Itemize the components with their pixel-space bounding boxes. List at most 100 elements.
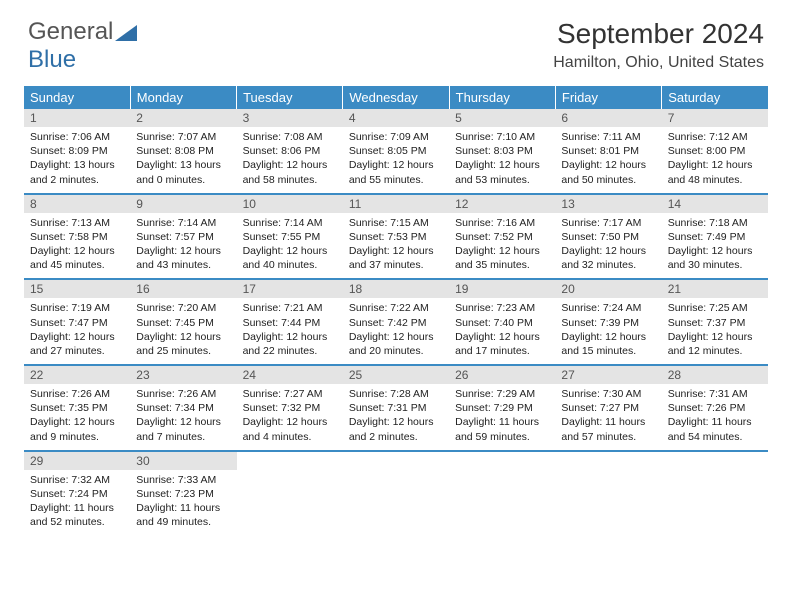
day-info: Sunrise: 7:06 AMSunset: 8:09 PMDaylight:… bbox=[24, 127, 130, 193]
day-info: Sunrise: 7:12 AMSunset: 8:00 PMDaylight:… bbox=[662, 127, 768, 193]
day-number: 27 bbox=[555, 366, 661, 384]
sunset-text: Sunset: 7:55 PM bbox=[243, 230, 337, 244]
calendar-cell bbox=[449, 451, 555, 536]
day-header: Monday bbox=[130, 86, 236, 109]
sunset-text: Sunset: 8:09 PM bbox=[30, 144, 124, 158]
day-number: 25 bbox=[343, 366, 449, 384]
daylight-text: Daylight: 12 hours and 9 minutes. bbox=[30, 415, 124, 443]
sunset-text: Sunset: 7:26 PM bbox=[668, 401, 762, 415]
month-title: September 2024 bbox=[553, 18, 764, 50]
daylight-text: Daylight: 11 hours and 49 minutes. bbox=[136, 501, 230, 529]
day-info: Sunrise: 7:09 AMSunset: 8:05 PMDaylight:… bbox=[343, 127, 449, 193]
logo-text-gray: General bbox=[28, 18, 113, 45]
sunset-text: Sunset: 7:31 PM bbox=[349, 401, 443, 415]
day-info: Sunrise: 7:26 AMSunset: 7:34 PMDaylight:… bbox=[130, 384, 236, 450]
sunset-text: Sunset: 7:34 PM bbox=[136, 401, 230, 415]
calendar-cell: 10Sunrise: 7:14 AMSunset: 7:55 PMDayligh… bbox=[237, 194, 343, 280]
day-number: 24 bbox=[237, 366, 343, 384]
day-info: Sunrise: 7:07 AMSunset: 8:08 PMDaylight:… bbox=[130, 127, 236, 193]
sunrise-text: Sunrise: 7:10 AM bbox=[455, 130, 549, 144]
sunrise-text: Sunrise: 7:26 AM bbox=[136, 387, 230, 401]
sunset-text: Sunset: 8:00 PM bbox=[668, 144, 762, 158]
day-header: Tuesday bbox=[237, 86, 343, 109]
sunrise-text: Sunrise: 7:18 AM bbox=[668, 216, 762, 230]
day-number: 5 bbox=[449, 109, 555, 127]
calendar-cell: 16Sunrise: 7:20 AMSunset: 7:45 PMDayligh… bbox=[130, 279, 236, 365]
day-info: Sunrise: 7:33 AMSunset: 7:23 PMDaylight:… bbox=[130, 470, 236, 536]
daylight-text: Daylight: 12 hours and 48 minutes. bbox=[668, 158, 762, 186]
calendar-cell: 28Sunrise: 7:31 AMSunset: 7:26 PMDayligh… bbox=[662, 365, 768, 451]
sunrise-text: Sunrise: 7:30 AM bbox=[561, 387, 655, 401]
calendar-week-row: 22Sunrise: 7:26 AMSunset: 7:35 PMDayligh… bbox=[24, 365, 768, 451]
sunrise-text: Sunrise: 7:33 AM bbox=[136, 473, 230, 487]
calendar-cell bbox=[555, 451, 661, 536]
daylight-text: Daylight: 12 hours and 32 minutes. bbox=[561, 244, 655, 272]
sunrise-text: Sunrise: 7:32 AM bbox=[30, 473, 124, 487]
sunset-text: Sunset: 7:37 PM bbox=[668, 316, 762, 330]
daylight-text: Daylight: 12 hours and 4 minutes. bbox=[243, 415, 337, 443]
daylight-text: Daylight: 12 hours and 35 minutes. bbox=[455, 244, 549, 272]
day-number: 14 bbox=[662, 195, 768, 213]
logo-triangle-icon bbox=[115, 25, 137, 41]
day-info: Sunrise: 7:29 AMSunset: 7:29 PMDaylight:… bbox=[449, 384, 555, 450]
sunrise-text: Sunrise: 7:09 AM bbox=[349, 130, 443, 144]
sunrise-text: Sunrise: 7:08 AM bbox=[243, 130, 337, 144]
daylight-text: Daylight: 12 hours and 37 minutes. bbox=[349, 244, 443, 272]
day-number: 11 bbox=[343, 195, 449, 213]
brand-logo: General Blue bbox=[28, 18, 137, 74]
calendar-week-row: 1Sunrise: 7:06 AMSunset: 8:09 PMDaylight… bbox=[24, 109, 768, 194]
sunrise-text: Sunrise: 7:21 AM bbox=[243, 301, 337, 315]
day-header: Sunday bbox=[24, 86, 130, 109]
sunset-text: Sunset: 8:05 PM bbox=[349, 144, 443, 158]
day-number: 12 bbox=[449, 195, 555, 213]
day-header: Friday bbox=[555, 86, 661, 109]
sunrise-text: Sunrise: 7:17 AM bbox=[561, 216, 655, 230]
location-text: Hamilton, Ohio, United States bbox=[553, 54, 764, 72]
calendar-cell: 13Sunrise: 7:17 AMSunset: 7:50 PMDayligh… bbox=[555, 194, 661, 280]
sunrise-text: Sunrise: 7:14 AM bbox=[243, 216, 337, 230]
page-header: September 2024 Hamilton, Ohio, United St… bbox=[553, 18, 764, 72]
calendar-cell: 15Sunrise: 7:19 AMSunset: 7:47 PMDayligh… bbox=[24, 279, 130, 365]
day-number: 6 bbox=[555, 109, 661, 127]
day-header: Saturday bbox=[662, 86, 768, 109]
day-number: 18 bbox=[343, 280, 449, 298]
daylight-text: Daylight: 12 hours and 25 minutes. bbox=[136, 330, 230, 358]
calendar-cell: 6Sunrise: 7:11 AMSunset: 8:01 PMDaylight… bbox=[555, 109, 661, 194]
calendar-cell: 8Sunrise: 7:13 AMSunset: 7:58 PMDaylight… bbox=[24, 194, 130, 280]
sunrise-text: Sunrise: 7:06 AM bbox=[30, 130, 124, 144]
sunrise-text: Sunrise: 7:11 AM bbox=[561, 130, 655, 144]
calendar-cell: 27Sunrise: 7:30 AMSunset: 7:27 PMDayligh… bbox=[555, 365, 661, 451]
calendar-cell: 12Sunrise: 7:16 AMSunset: 7:52 PMDayligh… bbox=[449, 194, 555, 280]
calendar-cell: 25Sunrise: 7:28 AMSunset: 7:31 PMDayligh… bbox=[343, 365, 449, 451]
day-number: 1 bbox=[24, 109, 130, 127]
sunrise-text: Sunrise: 7:14 AM bbox=[136, 216, 230, 230]
sunrise-text: Sunrise: 7:20 AM bbox=[136, 301, 230, 315]
day-info: Sunrise: 7:21 AMSunset: 7:44 PMDaylight:… bbox=[237, 298, 343, 364]
day-number: 21 bbox=[662, 280, 768, 298]
daylight-text: Daylight: 12 hours and 58 minutes. bbox=[243, 158, 337, 186]
day-info: Sunrise: 7:11 AMSunset: 8:01 PMDaylight:… bbox=[555, 127, 661, 193]
daylight-text: Daylight: 11 hours and 57 minutes. bbox=[561, 415, 655, 443]
calendar-cell: 9Sunrise: 7:14 AMSunset: 7:57 PMDaylight… bbox=[130, 194, 236, 280]
day-info: Sunrise: 7:08 AMSunset: 8:06 PMDaylight:… bbox=[237, 127, 343, 193]
sunrise-text: Sunrise: 7:29 AM bbox=[455, 387, 549, 401]
sunrise-text: Sunrise: 7:16 AM bbox=[455, 216, 549, 230]
day-info: Sunrise: 7:18 AMSunset: 7:49 PMDaylight:… bbox=[662, 213, 768, 279]
calendar-table: Sunday Monday Tuesday Wednesday Thursday… bbox=[24, 86, 768, 535]
day-number: 26 bbox=[449, 366, 555, 384]
calendar-week-row: 8Sunrise: 7:13 AMSunset: 7:58 PMDaylight… bbox=[24, 194, 768, 280]
day-info: Sunrise: 7:15 AMSunset: 7:53 PMDaylight:… bbox=[343, 213, 449, 279]
daylight-text: Daylight: 12 hours and 15 minutes. bbox=[561, 330, 655, 358]
calendar-cell bbox=[343, 451, 449, 536]
sunrise-text: Sunrise: 7:19 AM bbox=[30, 301, 124, 315]
calendar-cell bbox=[237, 451, 343, 536]
day-number: 28 bbox=[662, 366, 768, 384]
calendar-cell: 5 Sunrise: 7:10 AMSunset: 8:03 PMDaylight… bbox=[449, 109, 555, 194]
day-info: Sunrise: 7:14 AMSunset: 7:57 PMDaylight:… bbox=[130, 213, 236, 279]
daylight-text: Daylight: 12 hours and 53 minutes. bbox=[455, 158, 549, 186]
sunset-text: Sunset: 8:03 PM bbox=[455, 144, 549, 158]
sunset-text: Sunset: 7:45 PM bbox=[136, 316, 230, 330]
sunset-text: Sunset: 7:39 PM bbox=[561, 316, 655, 330]
day-number: 23 bbox=[130, 366, 236, 384]
day-info: Sunrise: 7:13 AMSunset: 7:58 PMDaylight:… bbox=[24, 213, 130, 279]
